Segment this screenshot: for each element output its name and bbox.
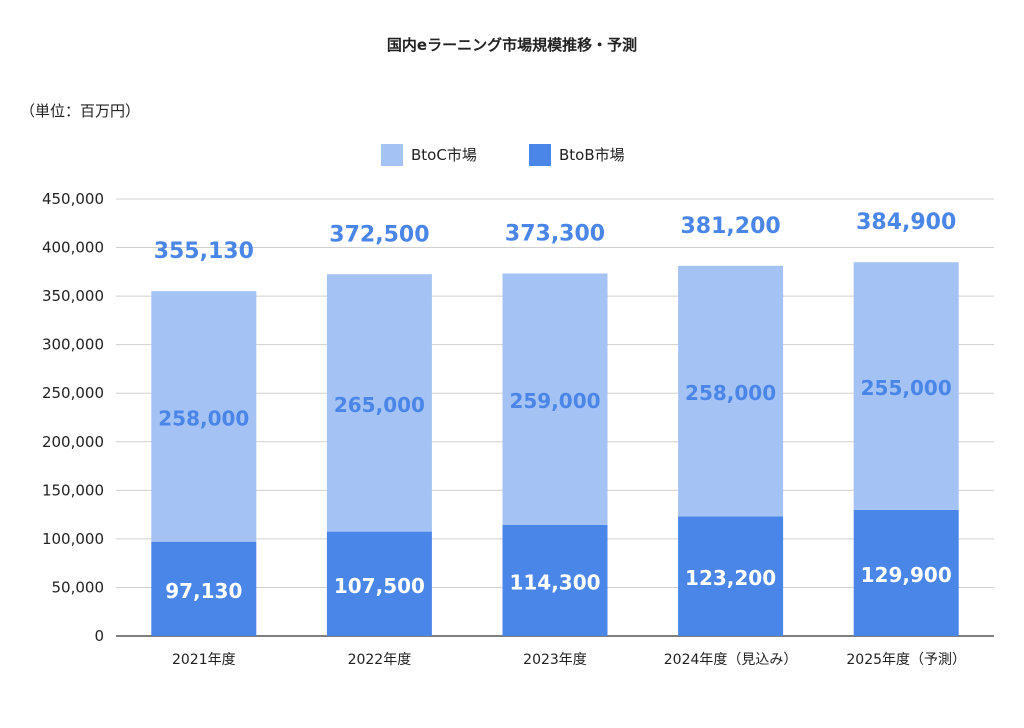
- bar-btoc: [853, 262, 959, 510]
- bar-btoc: [151, 291, 257, 542]
- y-tick-label: 200,000: [42, 433, 104, 451]
- bar-btob: [151, 541, 257, 636]
- y-axis: 0 50,000 100,000 150,000 200,000 250,000 300,0…: [42, 190, 104, 645]
- x-tick-label: 2024年度（見込み）: [664, 652, 798, 668]
- bar-btoc: [326, 274, 432, 532]
- y-tick-label: 300,000: [42, 336, 104, 354]
- bar-btob: [678, 516, 784, 636]
- bar-btob: [326, 531, 432, 636]
- y-tick-label: 250,000: [42, 384, 104, 402]
- y-tick-label: 50,000: [52, 578, 105, 596]
- bars: 97,130 258,000 355,130 107,500 265,000 372,50…: [151, 210, 959, 636]
- data-label-btoc: 258,000: [158, 406, 249, 430]
- data-label-btoc: 259,000: [509, 389, 600, 413]
- data-label-btob: 107,500: [334, 574, 425, 598]
- bar-btob: [502, 525, 608, 636]
- chart-title: 国内eラーニング市場規模推移・予測: [387, 36, 637, 54]
- y-tick-label: 0: [94, 627, 104, 645]
- y-tick-label: 150,000: [42, 481, 104, 499]
- data-label-total: 384,900: [856, 210, 956, 235]
- legend-label: BtoC市場: [411, 146, 477, 164]
- bar-btoc: [678, 265, 784, 517]
- legend-swatch: [381, 144, 403, 166]
- data-label-btoc: 255,000: [861, 376, 952, 400]
- data-label-total: 381,200: [680, 214, 780, 239]
- x-tick-label: 2022年度: [348, 652, 412, 668]
- y-tick-label: 450,000: [42, 190, 104, 208]
- legend-label: BtoB市場: [559, 146, 625, 164]
- legend-swatch: [529, 144, 551, 166]
- data-label-total: 373,300: [505, 221, 605, 246]
- data-label-btob: 123,200: [685, 566, 776, 590]
- data-label-btob: 129,900: [861, 563, 952, 587]
- data-label-btoc: 258,000: [685, 381, 776, 405]
- x-tick-label: 2025年度（予測）: [846, 652, 966, 668]
- x-axis: 2021年度 2022年度 2023年度 2024年度（見込み） 2025年度（予測）: [172, 652, 966, 668]
- legend: BtoC市場 BtoB市場: [381, 144, 625, 166]
- y-tick-label: 350,000: [42, 287, 104, 305]
- data-label-btob: 114,300: [509, 571, 600, 595]
- data-label-total: 355,130: [154, 239, 254, 264]
- x-tick-label: 2023年度: [523, 652, 587, 668]
- data-label-btob: 97,130: [165, 579, 242, 603]
- y-tick-label: 100,000: [42, 530, 104, 548]
- y-tick-label: 400,000: [42, 239, 104, 257]
- bar-btoc: [502, 273, 608, 526]
- bar-btob: [853, 509, 959, 636]
- data-label-btoc: 265,000: [334, 393, 425, 417]
- unit-note: （単位：百万円）: [20, 102, 140, 120]
- data-label-total: 372,500: [329, 222, 429, 247]
- x-tick-label: 2021年度: [172, 652, 236, 668]
